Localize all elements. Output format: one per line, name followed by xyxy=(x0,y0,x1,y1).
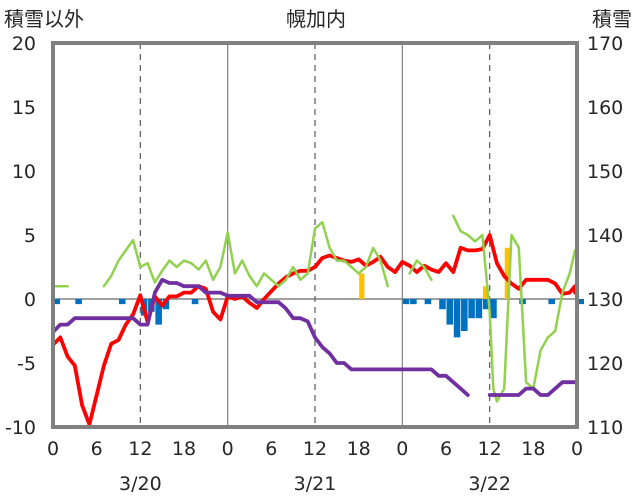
precip-bar xyxy=(475,299,483,319)
x-tick-label: 6 xyxy=(265,438,277,460)
y-tick-right: 140 xyxy=(587,225,623,247)
precip-bar xyxy=(446,299,454,325)
precip-bar xyxy=(75,299,82,305)
series-line-3 xyxy=(52,277,577,397)
y-tick-right: 160 xyxy=(587,97,623,119)
y-tick-left: -10 xyxy=(5,417,36,439)
x-tick-label: 12 xyxy=(303,438,327,460)
precip-bar xyxy=(490,299,497,319)
x-tick-label: 12 xyxy=(128,438,152,460)
y-tick-right: 170 xyxy=(587,33,623,55)
precip-bar xyxy=(424,299,432,305)
x-tick-label: 18 xyxy=(347,438,371,460)
y-tick-right: 120 xyxy=(587,353,623,375)
left-axis-title: 積雪以外 xyxy=(4,7,84,31)
x-tick-label: 6 xyxy=(440,438,452,460)
date-label: 3/21 xyxy=(294,473,337,495)
y-tick-left: 15 xyxy=(12,97,36,119)
y-tick-left: 20 xyxy=(12,33,36,55)
x-tick-label: 0 xyxy=(571,438,583,460)
precip-bar xyxy=(439,299,446,310)
precip-bar xyxy=(461,299,468,331)
precip-bar xyxy=(453,299,461,338)
plot-frame xyxy=(51,41,579,429)
y-tick-left: -5 xyxy=(17,353,36,375)
y-tick-left: 0 xyxy=(24,289,36,311)
y-tick-right: 110 xyxy=(587,417,623,439)
y-tick-right: 150 xyxy=(587,161,623,183)
precip-bar xyxy=(548,299,555,305)
y-tick-left: 5 xyxy=(24,225,36,247)
series-layer xyxy=(52,214,577,427)
x-tick-label: 18 xyxy=(521,438,545,460)
snowfall-bar xyxy=(482,286,489,299)
chart-title: 幌加内 xyxy=(286,7,346,31)
precip-bar xyxy=(482,299,490,310)
x-tick-label: 0 xyxy=(47,438,59,460)
x-tick-label: 18 xyxy=(172,438,196,460)
right-axis-title: 積雪 xyxy=(592,7,632,31)
precip-bar xyxy=(53,299,61,305)
series-line-2 xyxy=(52,214,577,403)
precip-bar xyxy=(119,299,126,305)
snowfall-bar xyxy=(504,247,510,299)
series-line-1 xyxy=(52,233,577,427)
precip-bar xyxy=(577,299,585,305)
precip-bar xyxy=(402,299,410,305)
date-label: 3/20 xyxy=(119,473,162,495)
snowfall-bar xyxy=(359,273,365,299)
x-tick-label: 12 xyxy=(478,438,502,460)
precip-bar xyxy=(410,299,417,305)
x-tick-label: 0 xyxy=(222,438,234,460)
precip-bar xyxy=(191,299,199,305)
date-label: 3/22 xyxy=(468,473,511,495)
precip-bar xyxy=(468,299,475,319)
y-tick-right: 130 xyxy=(587,289,623,311)
x-tick-label: 6 xyxy=(91,438,103,460)
precip-bar xyxy=(155,299,162,325)
y-tick-left: 10 xyxy=(12,161,36,183)
precip-bar xyxy=(162,299,170,310)
x-tick-label: 0 xyxy=(396,438,408,460)
